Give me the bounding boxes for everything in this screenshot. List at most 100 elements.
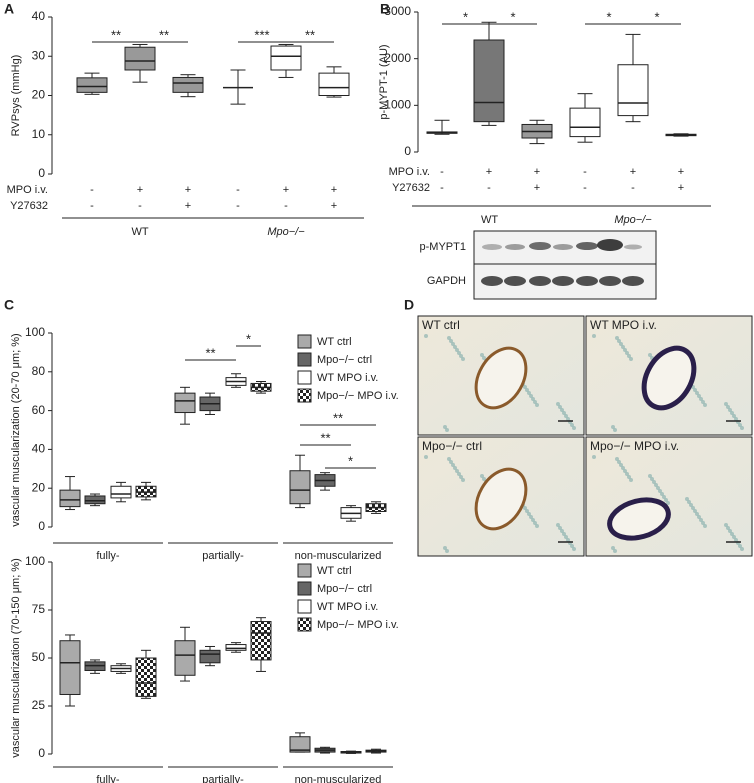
y-tick-label: 0 <box>38 519 45 533</box>
box <box>76 77 108 93</box>
cell-nucleus <box>685 497 689 501</box>
condition-value: + <box>486 166 492 178</box>
cell-nucleus <box>732 414 736 418</box>
group-label: WT <box>481 214 498 226</box>
condition-label: Y27632 <box>392 182 430 194</box>
cell-nucleus <box>461 478 465 482</box>
cell-nucleus <box>560 529 564 533</box>
cell-nucleus <box>482 477 486 481</box>
cell-nucleus <box>459 354 463 358</box>
cell-nucleus <box>738 544 742 548</box>
legend-label: Mpo−/− MPO i.v. <box>317 619 399 631</box>
box <box>199 649 221 664</box>
condition-value: + <box>678 166 684 178</box>
condition-value: - <box>138 200 142 212</box>
y-tick-label: 80 <box>32 364 46 378</box>
cell-nucleus <box>453 345 457 349</box>
cell-nucleus <box>701 521 705 525</box>
cell-nucleus <box>556 402 560 406</box>
cell-nucleus <box>662 495 666 499</box>
legend-label: Mpo−/− ctrl <box>317 354 372 366</box>
cell-nucleus <box>623 348 627 352</box>
x-tick-label: fully- <box>96 774 120 783</box>
condition-value: - <box>440 166 444 178</box>
box <box>250 621 272 661</box>
cell-nucleus <box>623 469 627 473</box>
condition-value: - <box>583 182 587 194</box>
cell-nucleus <box>529 394 533 398</box>
box <box>172 76 204 93</box>
cell-nucleus <box>648 353 652 357</box>
cell-nucleus <box>615 457 619 461</box>
legend-swatch <box>297 334 312 349</box>
group-label: Mpo−/− <box>614 214 652 226</box>
legend-swatch <box>297 352 312 367</box>
cell-nucleus <box>562 411 566 415</box>
condition-label: MPO i.v. <box>389 166 430 178</box>
cell-nucleus <box>691 506 695 510</box>
y-tick-label: 25 <box>32 698 46 712</box>
cell-nucleus <box>564 535 568 539</box>
cell-nucleus <box>445 549 449 553</box>
cell-nucleus <box>533 400 537 404</box>
cell-nucleus <box>617 460 621 464</box>
cell-nucleus <box>566 538 570 542</box>
cell-nucleus <box>527 391 531 395</box>
legend-label: WT ctrl <box>317 565 352 577</box>
significance-label: * <box>606 9 611 24</box>
significance-label: * <box>654 9 659 24</box>
significance-label: *** <box>254 27 269 42</box>
vessel <box>641 345 697 411</box>
condition-value: + <box>185 200 191 212</box>
cell-nucleus <box>556 523 560 527</box>
cell-nucleus <box>689 503 693 507</box>
cell-nucleus <box>726 405 730 409</box>
cell-nucleus <box>480 474 484 478</box>
condition-label: Y27632 <box>10 200 48 212</box>
significance-label: * <box>246 331 251 346</box>
legend-swatch <box>297 599 312 614</box>
cell-nucleus <box>455 469 459 473</box>
y-tick-label: 100 <box>25 325 45 339</box>
legend-swatch <box>297 617 312 632</box>
legend-swatch <box>297 388 312 403</box>
y-tick-label: 10 <box>32 127 46 141</box>
cell-nucleus <box>627 475 631 479</box>
condition-value: - <box>236 184 240 196</box>
cell-nucleus <box>527 512 531 516</box>
y-tick-label: 100 <box>25 554 45 568</box>
y-tick-label: 0 <box>404 144 411 158</box>
y-tick-label: 60 <box>32 403 46 417</box>
cell-nucleus <box>666 501 670 505</box>
box <box>289 736 311 753</box>
y-tick-label: 3000 <box>384 4 411 18</box>
box <box>174 640 196 676</box>
cell-nucleus <box>558 526 562 530</box>
cell-nucleus <box>572 547 576 551</box>
condition-value: - <box>90 200 94 212</box>
cell-nucleus <box>621 345 625 349</box>
box <box>318 72 350 97</box>
cell-nucleus <box>619 463 623 467</box>
panel-label: B <box>380 1 390 17</box>
condition-value: - <box>90 184 94 196</box>
cell-nucleus <box>726 526 730 530</box>
condition-value: + <box>185 184 191 196</box>
legend-swatch <box>297 370 312 385</box>
cell-nucleus <box>611 546 615 550</box>
cell-nucleus <box>459 475 463 479</box>
vessel <box>474 467 528 531</box>
cell-nucleus <box>535 403 539 407</box>
vessel <box>474 346 528 410</box>
legend-swatch <box>297 581 312 596</box>
cell-nucleus <box>693 509 697 513</box>
significance-label: ** <box>159 27 169 42</box>
cell-nucleus <box>482 356 486 360</box>
y-axis-label: vascular muscularization (20-70 μm; %) <box>10 333 22 526</box>
box <box>110 485 132 499</box>
legend-label: WT MPO i.v. <box>317 601 378 613</box>
blot-label: GAPDH <box>427 275 466 287</box>
group-label: Mpo−/− <box>267 226 305 238</box>
micrograph-label: Mpo−/− ctrl <box>422 439 482 453</box>
